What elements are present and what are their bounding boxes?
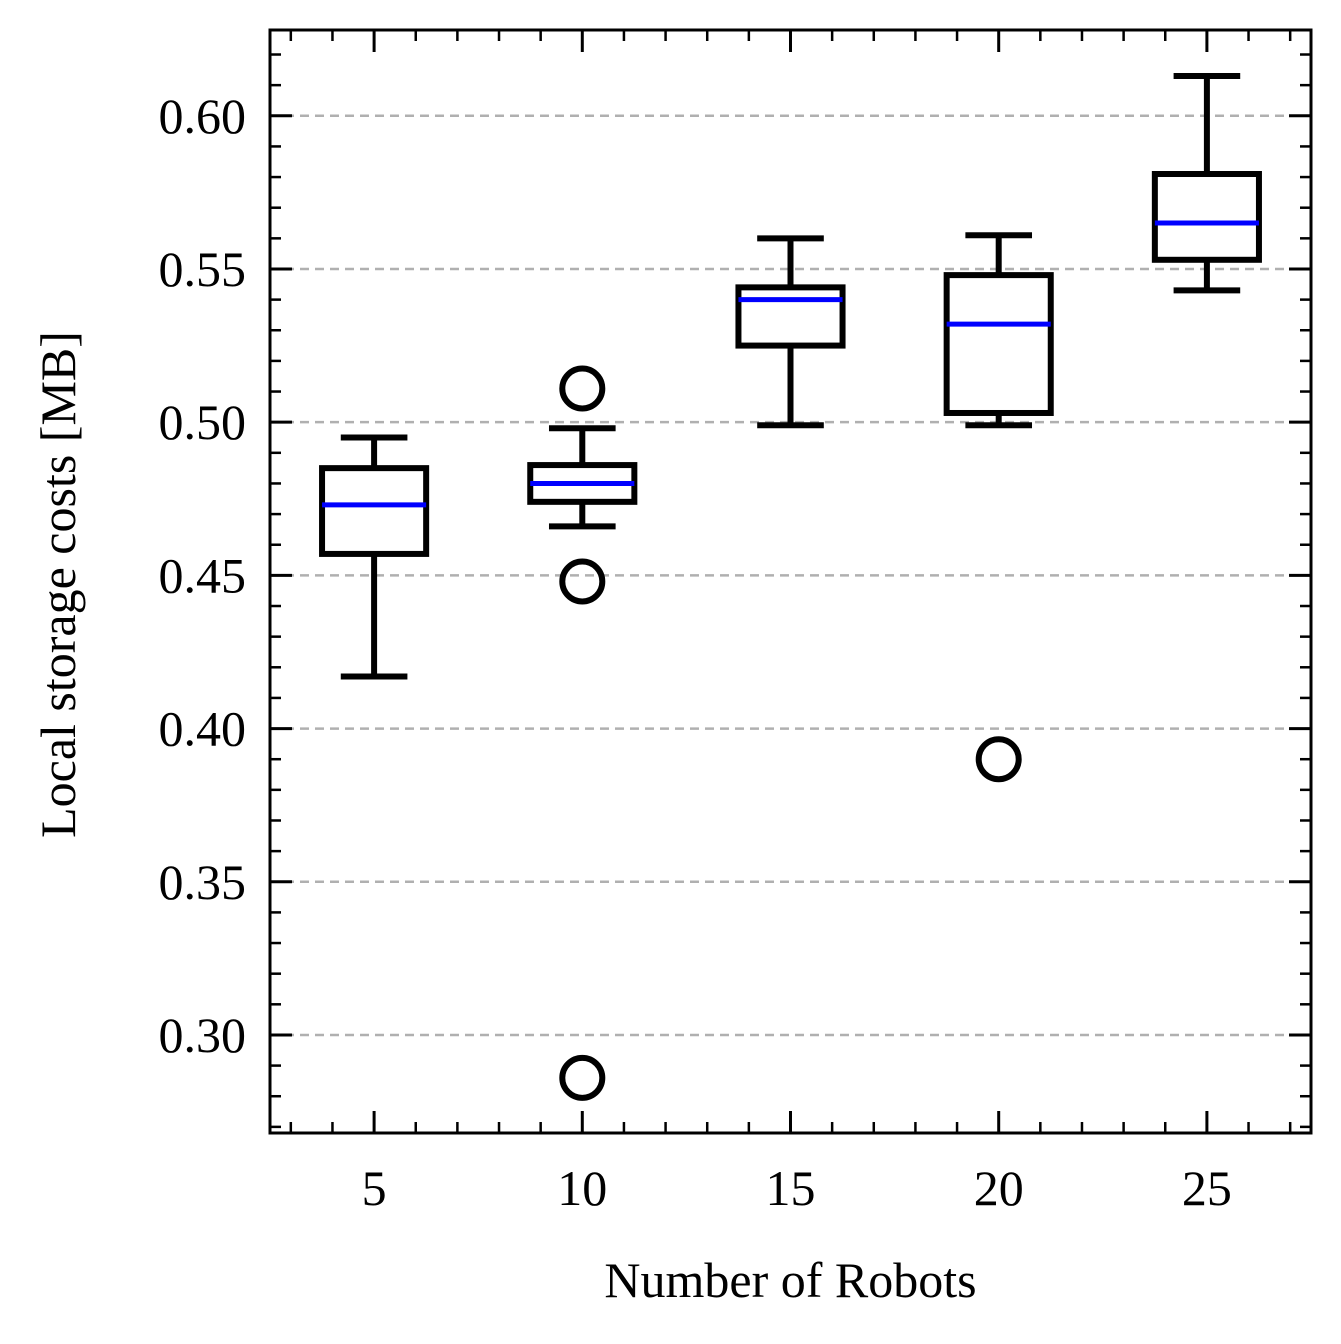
grid-lines [270,114,1311,1037]
box-group [319,434,430,680]
box-iqr [943,272,1054,416]
y-tick-label: 0.55 [159,241,247,297]
x-axis-label: Number of Robots [604,1252,976,1308]
x-tick-label: 15 [766,1160,816,1216]
box-group [943,232,1054,783]
outlier-point [559,558,606,605]
y-tick-label: 0.40 [159,701,247,757]
x-tick-label: 5 [362,1160,387,1216]
box-iqr [319,465,430,557]
box-iqr [735,284,846,349]
y-tick-label: 0.35 [159,854,247,910]
y-tick-label: 0.45 [159,547,247,603]
x-tick-label: 20 [974,1160,1024,1216]
outlier-point [975,736,1022,783]
outlier-point [559,1054,606,1101]
boxes [319,72,1262,1101]
box-group [1151,72,1262,294]
box-group [735,235,846,429]
box-group [527,365,638,1101]
axis-ticks: 0.30 0.35 0.40 0.45 0.50 0.55 0.60 5 10 15 20 25 [159,30,1311,1216]
outlier-point [559,365,606,412]
x-tick-label: 25 [1182,1160,1232,1216]
y-tick-label: 0.50 [159,394,247,450]
y-tick-label: 0.60 [159,88,247,144]
y-axis-label: Local storage costs [MB] [30,331,86,838]
x-tick-label: 10 [557,1160,607,1216]
box-iqr [1151,171,1262,263]
y-tick-label: 0.30 [159,1007,247,1063]
